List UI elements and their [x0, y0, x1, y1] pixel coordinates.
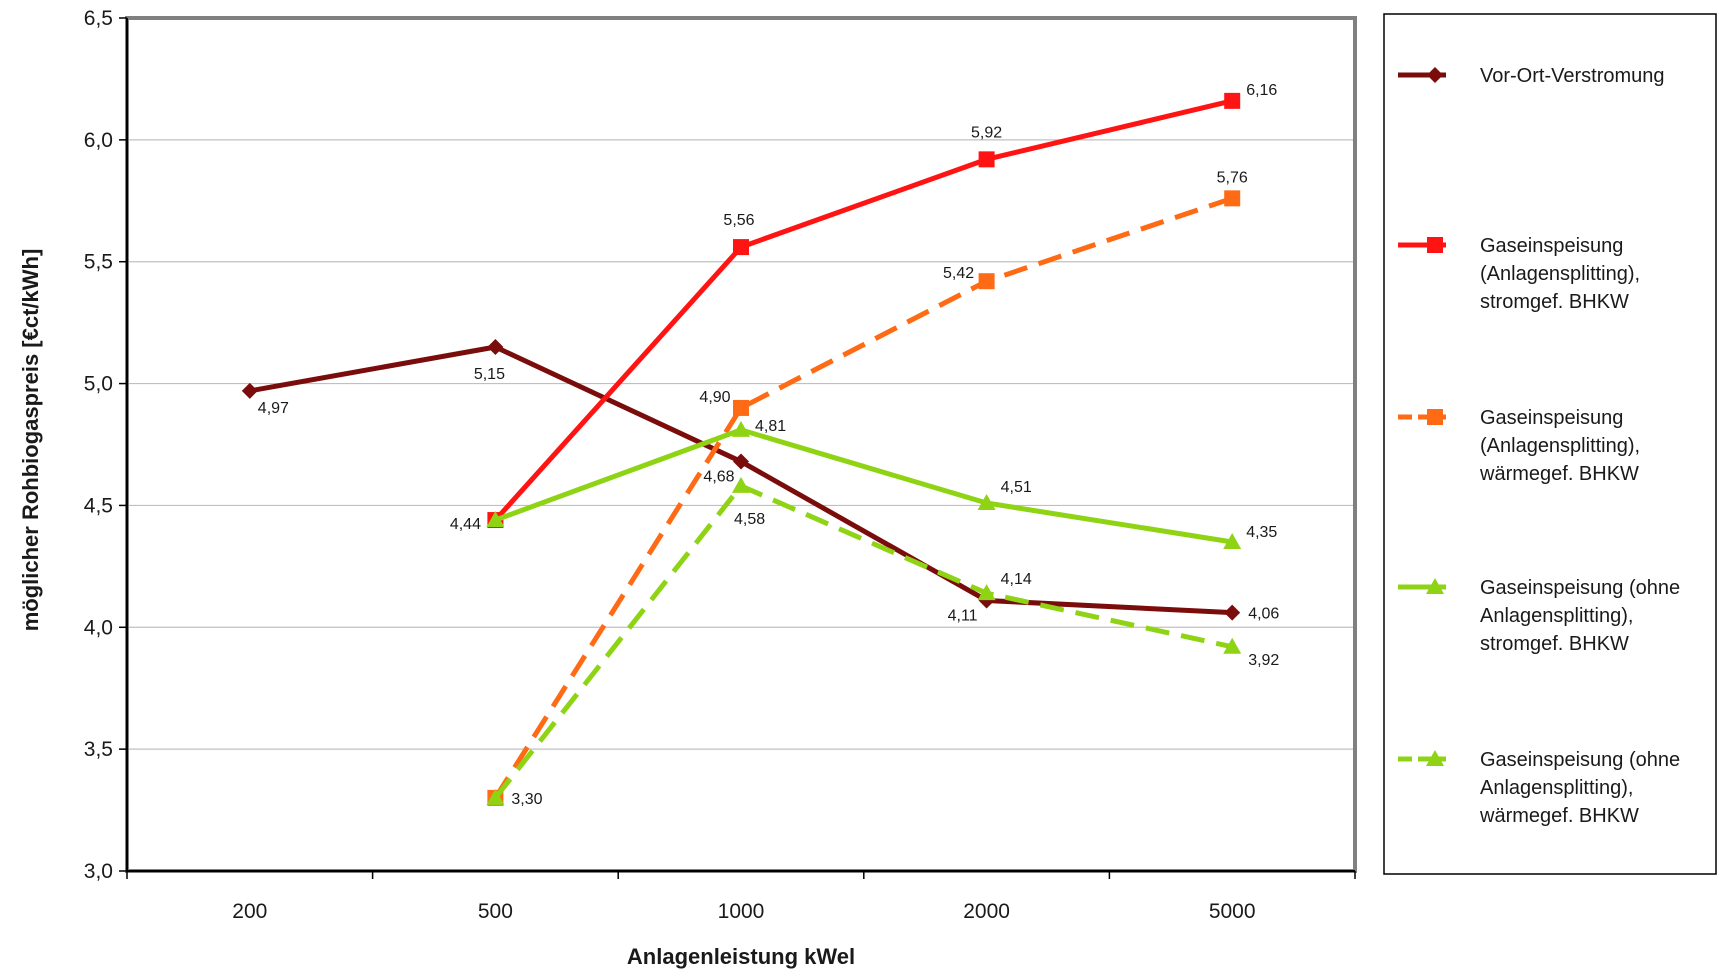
series-3	[487, 190, 1241, 806]
gridlines	[127, 139, 1355, 750]
x-tick-label: 500	[478, 900, 513, 923]
data-point	[487, 339, 504, 356]
legend-label: wärmegef. BHKW	[1479, 805, 1639, 827]
data-point	[1223, 532, 1242, 549]
legend-item-2: Gaseinspeisung (Anlagensplitting), stromge…	[1398, 235, 1640, 313]
y-tick-label: 6,0	[84, 129, 113, 152]
data-point	[977, 584, 996, 601]
legend-swatch-marker	[1426, 750, 1444, 766]
data-label: 5,42	[943, 265, 974, 282]
data-label: 5,56	[723, 212, 754, 229]
data-label: 4,58	[734, 511, 765, 528]
y-axis-title: möglicher Rohbiogaspreis [€ct/kWh]	[18, 249, 43, 632]
data-label: 4,81	[755, 418, 786, 435]
data-point	[241, 382, 258, 399]
data-point	[978, 151, 995, 168]
series-4	[486, 420, 1242, 549]
legend: Vor-Ort-Verstromung Gaseinspeisung (Anlage…	[1383, 13, 1717, 875]
data-label: 4,68	[703, 469, 734, 486]
data-point	[1224, 604, 1241, 621]
legend-label: Gaseinspeisung	[1480, 407, 1623, 429]
series-group	[241, 92, 1242, 806]
legend-swatch-marker	[1427, 409, 1443, 425]
data-label: 4,51	[1001, 479, 1032, 496]
data-label: 4,97	[258, 400, 289, 417]
data-label: 3,92	[1248, 652, 1279, 669]
series-line	[493, 195, 1233, 800]
data-point	[977, 493, 996, 510]
series-line	[494, 427, 1233, 545]
data-label: 6,16	[1246, 82, 1277, 99]
legend-label: Gaseinspeisung (ohne	[1480, 749, 1680, 771]
axes: 3,0 3,5 4,0 4,5 5,0 5,5 6,0 6,5 200 500 1000 2000 50…	[84, 7, 1356, 923]
data-label: 5,15	[474, 366, 505, 383]
legend-label: (Anlagensplitting),	[1480, 435, 1640, 457]
series-5	[486, 476, 1242, 805]
x-tick-label: 200	[232, 900, 267, 923]
data-label: 4,11	[948, 607, 978, 624]
legend-swatch-marker	[1426, 578, 1444, 594]
legend-label: Gaseinspeisung	[1480, 235, 1623, 257]
data-label: 4,14	[1001, 571, 1032, 588]
legend-label: stromgef. BHKW	[1480, 633, 1629, 655]
y-tick-label: 5,0	[84, 373, 113, 396]
plot-area-frame	[125, 16, 1357, 873]
legend-item-5: Gaseinspeisung (ohne Anlagensplitting), wä…	[1398, 749, 1680, 827]
legend-label: Gaseinspeisung (ohne	[1480, 577, 1680, 599]
legend-label: wärmegef. BHKW	[1479, 463, 1639, 485]
legend-label: Vor-Ort-Verstromung	[1480, 65, 1665, 87]
series-line	[493, 483, 1233, 800]
data-point	[732, 476, 750, 493]
data-labels: 4,97 5,15 4,68 4,11 4,06 4,44 5,56 5,92 6,16 4,90…	[258, 82, 1280, 808]
y-tick-label: 5,5	[84, 251, 113, 274]
data-point	[733, 399, 749, 416]
x-tick-label: 1000	[718, 900, 765, 923]
y-tick-label: 4,0	[84, 616, 113, 639]
y-tick-label: 3,5	[84, 738, 113, 761]
data-point	[732, 420, 750, 437]
x-axis-title: Anlagenleistung kWel	[627, 944, 855, 969]
data-point	[1223, 637, 1242, 654]
y-tick-label: 6,5	[84, 7, 113, 30]
legend-label: Anlagensplitting),	[1480, 777, 1633, 799]
data-point	[978, 273, 995, 290]
legend-label: (Anlagensplitting),	[1480, 263, 1640, 285]
data-point	[733, 239, 749, 256]
legend-swatch-marker	[1427, 237, 1443, 253]
legend-label: stromgef. BHKW	[1480, 291, 1629, 313]
legend-item-4: Gaseinspeisung (ohne Anlagensplitting), st…	[1398, 577, 1680, 655]
data-point	[1224, 92, 1241, 109]
y-tick-label: 3,0	[84, 860, 113, 883]
data-label: 4,35	[1246, 524, 1277, 541]
data-label: 4,90	[699, 389, 730, 406]
x-tick-label: 5000	[1209, 900, 1256, 923]
data-label: 4,44	[450, 516, 481, 533]
data-label: 5,92	[971, 124, 1002, 141]
y-tick-label: 4,5	[84, 494, 113, 517]
data-point	[733, 453, 749, 470]
data-point	[1224, 190, 1241, 207]
legend-swatch-marker	[1427, 67, 1443, 83]
data-label: 4,06	[1248, 606, 1279, 623]
data-point	[486, 788, 505, 805]
data-label: 5,76	[1217, 169, 1248, 186]
legend-item-3: Gaseinspeisung (Anlagensplitting), wärmege…	[1398, 407, 1640, 485]
legend-item-1: Vor-Ort-Verstromung	[1398, 65, 1665, 87]
x-tick-label: 2000	[963, 900, 1010, 923]
series-2	[487, 92, 1241, 529]
data-label: 3,30	[511, 791, 542, 808]
series-line	[493, 98, 1233, 522]
data-point	[486, 511, 505, 528]
legend-label: Anlagensplitting),	[1480, 605, 1633, 627]
legend-box	[1383, 13, 1717, 875]
